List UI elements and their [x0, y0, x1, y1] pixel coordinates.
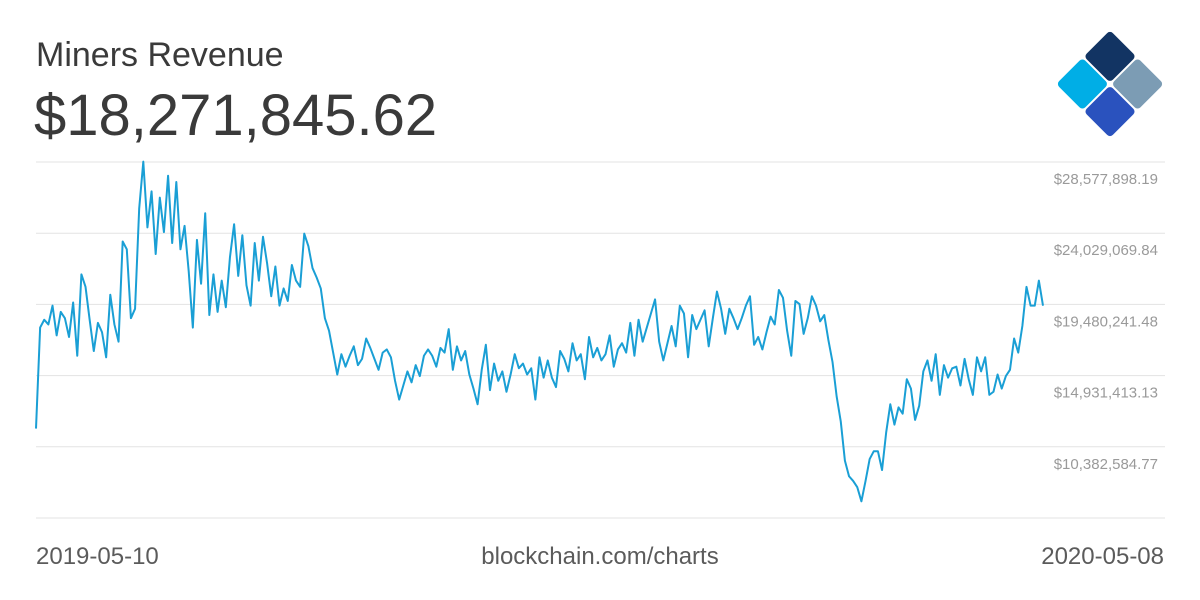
y-tick-label: $24,029,069.84 — [1054, 242, 1158, 259]
blockchain-logo — [1057, 31, 1163, 137]
current-value: $18,271,845.62 — [34, 83, 438, 148]
y-tick-label: $28,577,898.19 — [1054, 171, 1158, 188]
revenue-line — [35, 160, 1044, 503]
start-date: 2019-05-10 — [36, 543, 159, 570]
chart-title: Miners Revenue — [36, 36, 284, 74]
y-tick-label: $14,931,413.13 — [1054, 385, 1158, 402]
source-label: blockchain.com/charts — [481, 543, 719, 570]
y-tick-label: $10,382,584.77 — [1054, 456, 1158, 473]
y-tick-label: $19,480,241.48 — [1054, 313, 1158, 330]
end-date: 2020-05-08 — [1041, 543, 1164, 570]
